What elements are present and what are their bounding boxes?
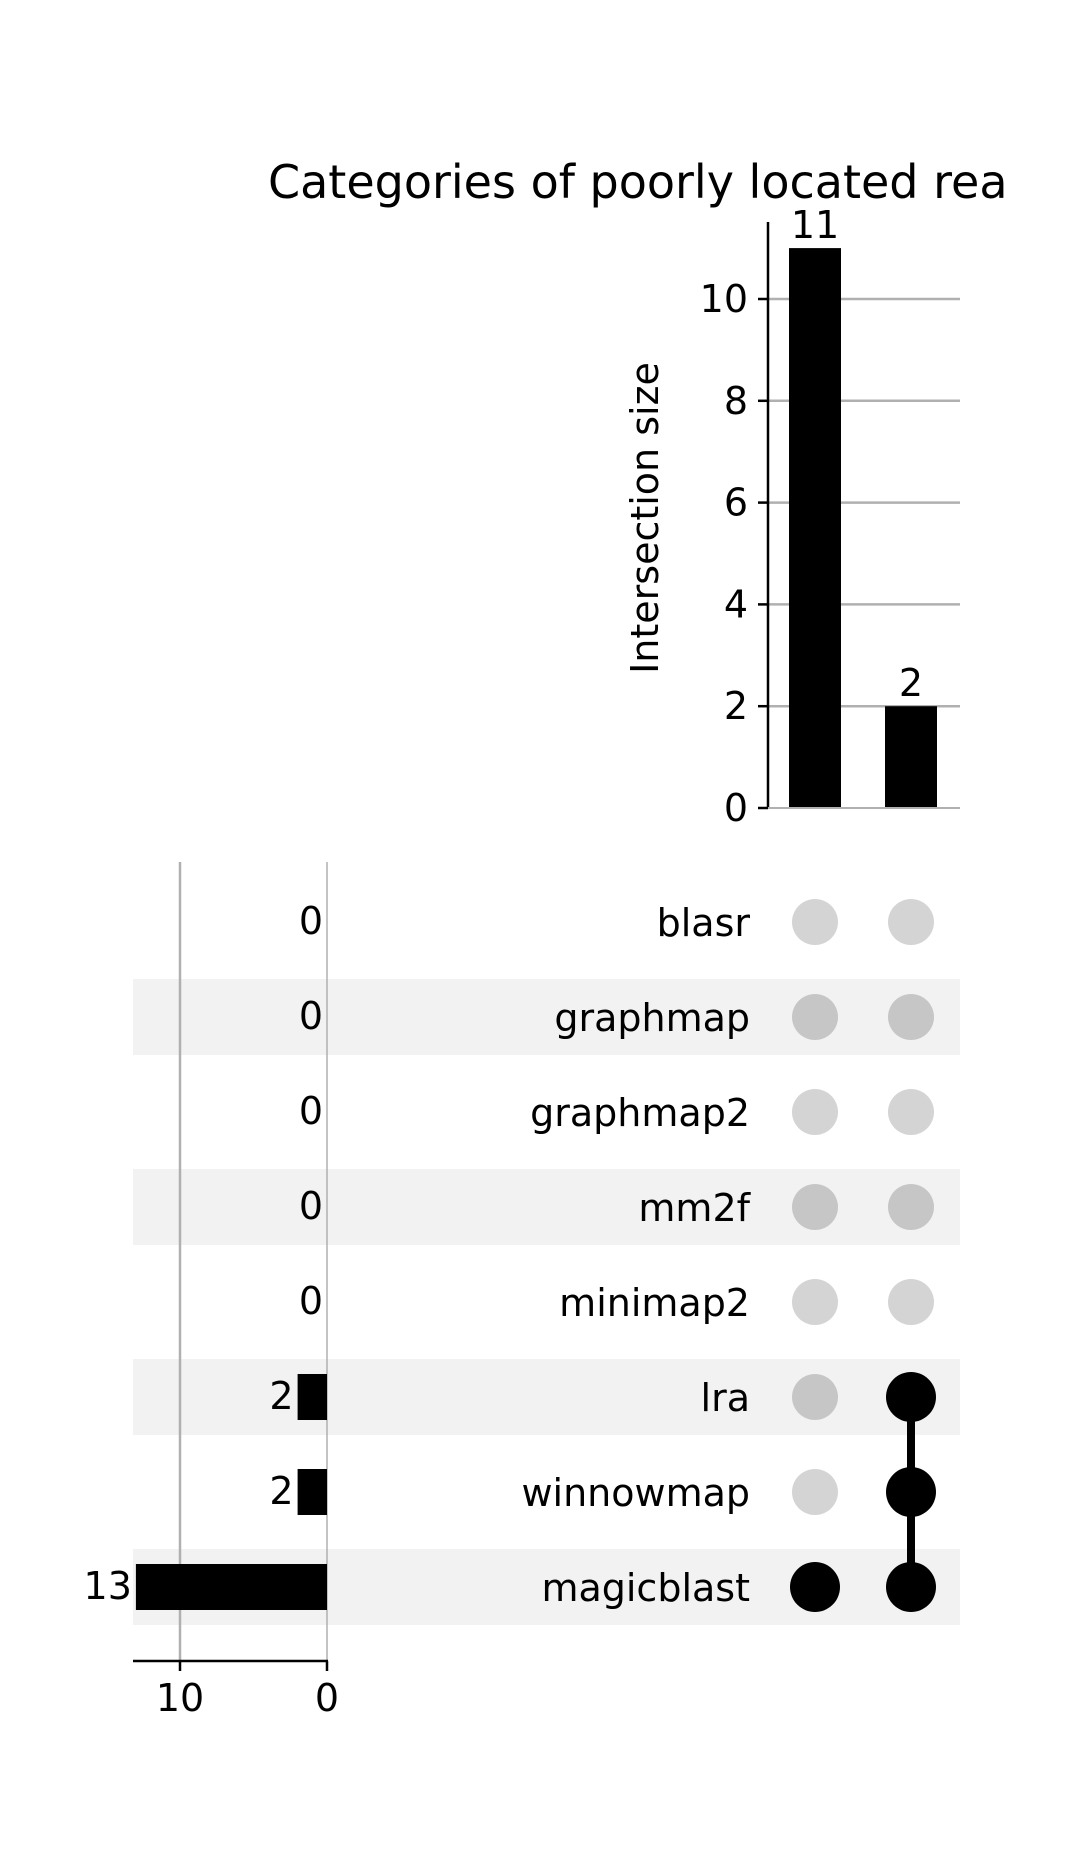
y-tick-label-6: 6 xyxy=(724,481,748,525)
matrix-dot-0-minimap2 xyxy=(792,1279,838,1325)
y-axis-label: Intersection size xyxy=(623,362,667,674)
set-size-label-lra: 2 xyxy=(269,1374,293,1418)
intersection-bar-1 xyxy=(885,706,937,808)
set-size-label-winnowmap: 2 xyxy=(269,1469,293,1513)
set-size-tick-label-0: 0 xyxy=(315,1676,339,1720)
y-tick-label-2: 2 xyxy=(724,684,748,728)
bars-layer xyxy=(135,248,937,1610)
matrix-dot-1-winnowmap xyxy=(886,1467,936,1517)
matrix-dot-1-blasr xyxy=(888,899,934,945)
set-size-label-minimap2: 0 xyxy=(299,1279,323,1323)
set-name-minimap2: minimap2 xyxy=(559,1281,750,1325)
matrix-dot-0-mm2f xyxy=(792,1184,838,1230)
text-layer: Categories of poorly located rea Interse… xyxy=(84,155,1008,1720)
matrix-dot-0-blasr xyxy=(792,899,838,945)
intersection-value-label-1: 2 xyxy=(899,661,923,705)
matrix-dot-0-graphmap xyxy=(792,994,838,1040)
chart-title: Categories of poorly located rea xyxy=(268,155,1008,209)
y-tick-label-4: 4 xyxy=(724,582,748,626)
set-name-magicblast: magicblast xyxy=(541,1566,750,1610)
matrix-dot-1-lra xyxy=(886,1372,936,1422)
set-size-label-blasr: 0 xyxy=(299,899,323,943)
set-name-blasr: blasr xyxy=(657,901,751,945)
set-size-label-mm2f: 0 xyxy=(299,1184,323,1228)
matrix-dot-1-graphmap2 xyxy=(888,1089,934,1135)
intersection-value-label-0: 11 xyxy=(791,203,839,247)
matrix-dot-0-graphmap2 xyxy=(792,1089,838,1135)
y-tick-label-8: 8 xyxy=(724,379,748,423)
matrix-dot-1-mm2f xyxy=(888,1184,934,1230)
matrix-layer xyxy=(790,899,936,1612)
matrix-dot-0-lra xyxy=(792,1374,838,1420)
matrix-dot-0-winnowmap xyxy=(792,1469,838,1515)
set-size-bar-winnowmap xyxy=(297,1469,327,1515)
y-tick-label-0: 0 xyxy=(724,786,748,830)
matrix-dot-1-graphmap xyxy=(888,994,934,1040)
matrix-dot-1-magicblast xyxy=(886,1562,936,1612)
set-size-label-graphmap: 0 xyxy=(299,994,323,1038)
y-tick-label-10: 10 xyxy=(700,277,748,321)
set-name-graphmap: graphmap xyxy=(554,996,750,1040)
set-size-bar-magicblast xyxy=(135,1564,327,1610)
set-name-graphmap2: graphmap2 xyxy=(530,1091,750,1135)
matrix-dot-1-minimap2 xyxy=(888,1279,934,1325)
set-size-label-graphmap2: 0 xyxy=(299,1089,323,1133)
intersection-bar-0 xyxy=(789,248,841,809)
set-size-tick-label-10: 10 xyxy=(156,1676,204,1720)
set-size-label-magicblast: 13 xyxy=(84,1564,132,1608)
set-name-mm2f: mm2f xyxy=(638,1186,751,1230)
set-size-bar-lra xyxy=(297,1374,327,1420)
set-name-winnowmap: winnowmap xyxy=(521,1471,750,1515)
set-name-lra: lra xyxy=(701,1376,750,1420)
axes-layer xyxy=(133,222,960,1671)
matrix-dot-0-magicblast xyxy=(790,1562,840,1612)
